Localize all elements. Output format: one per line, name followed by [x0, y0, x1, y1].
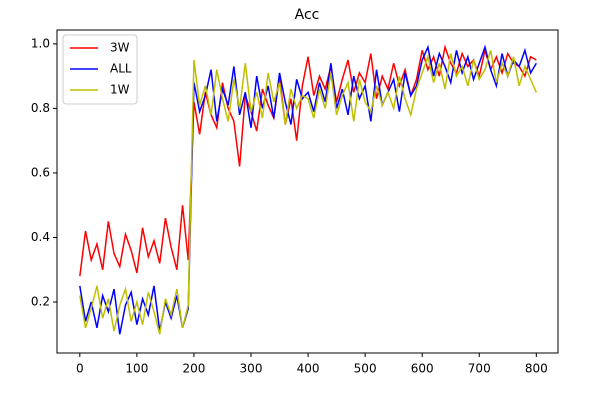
plot-frame	[56, 29, 559, 354]
series-line	[79, 44, 537, 277]
legend-label: 1W	[110, 83, 130, 97]
x-tick-label: 500	[354, 362, 377, 376]
x-tick-label: 100	[125, 362, 148, 376]
series-line	[79, 44, 537, 335]
x-tick-label: 400	[297, 362, 320, 376]
series-line	[79, 50, 538, 335]
x-tick-label: 600	[411, 362, 434, 376]
x-tick-label: 0	[76, 362, 84, 376]
chart-title: Acc	[295, 7, 320, 23]
y-tick-label: 0.6	[31, 165, 50, 179]
y-tick-label: 0.2	[31, 295, 50, 309]
y-tick-label: 0.4	[31, 230, 50, 244]
legend-label: 3W	[110, 41, 130, 55]
x-tick-label: 800	[525, 362, 548, 376]
y-tick-label: 1.0	[31, 36, 50, 50]
legend-label: ALL	[110, 62, 132, 76]
y-tick-label: 0.8	[31, 101, 50, 115]
x-tick-label: 200	[182, 362, 205, 376]
x-tick-label: 300	[240, 362, 263, 376]
legend-box	[62, 34, 138, 105]
x-tick-label: 700	[468, 362, 491, 376]
